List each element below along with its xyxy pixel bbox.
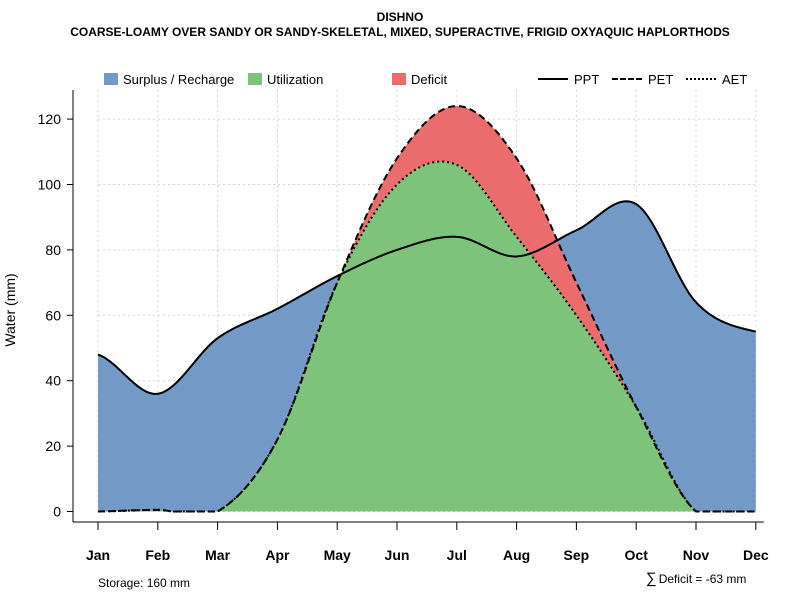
legend-item-surplus: Surplus / Recharge	[104, 71, 234, 87]
y-tick-label: 80	[45, 242, 61, 258]
legend-label-surplus: Surplus / Recharge	[123, 71, 235, 87]
legend-item-deficit: Deficit	[392, 71, 447, 87]
x-tick-label: Feb	[145, 547, 170, 563]
x-tick-label: May	[324, 547, 351, 563]
x-tick-label: Aug	[503, 547, 530, 563]
legend-label-aet: AET	[722, 71, 748, 87]
legend-line-aet	[686, 78, 716, 80]
legend-swatch-surplus	[104, 73, 118, 85]
x-tick-label: Dec	[743, 547, 769, 563]
x-tick-label: Mar	[205, 547, 230, 563]
deficit-total: Deficit = -63 mm	[658, 571, 747, 586]
y-tick-label: 60	[45, 307, 61, 323]
chart-title: DISHNO	[376, 10, 424, 24]
storage-note: Storage: 160 mm	[98, 576, 191, 590]
x-tick-label: Apr	[265, 547, 290, 563]
legend-line-pet	[612, 78, 642, 80]
legend-label-ppt: PPT	[574, 71, 600, 87]
legend-item-utilization: Utilization	[248, 71, 323, 87]
y-tick-label: 120	[38, 111, 62, 127]
legend-item-pet: PET	[612, 71, 673, 87]
legend-line-ppt	[538, 78, 568, 80]
y-tick-label: 40	[45, 373, 61, 389]
utilization-area	[98, 161, 756, 512]
legend-swatch-deficit	[392, 73, 406, 85]
y-tick-label: 0	[53, 504, 61, 520]
x-tick-label: Oct	[625, 547, 649, 563]
ppt-line	[97, 200, 757, 395]
chart-subtitle: COARSE-LOAMY OVER SANDY OR SANDY-SKELETA…	[70, 25, 730, 39]
y-tick-label: 20	[45, 438, 61, 454]
sum-symbol: ∑	[646, 570, 657, 587]
legend-label-utilization: Utilization	[267, 71, 324, 87]
legend-swatch-utilization	[248, 73, 262, 85]
legend-label-deficit: Deficit	[411, 71, 448, 87]
x-tick-label: Jan	[86, 547, 110, 563]
legend-label-pet: PET	[648, 71, 674, 87]
x-tick-label: Sep	[564, 547, 590, 563]
legend-item-ppt: PPT	[538, 71, 599, 87]
legend-item-aet: AET	[686, 71, 747, 87]
x-tick-label: Jul	[447, 547, 467, 563]
deficit-note: ∑ Deficit = -63 mm	[646, 570, 746, 587]
y-axis-label: Water (mm)	[2, 273, 18, 346]
x-tick-label: Nov	[683, 547, 710, 563]
y-tick-label: 100	[38, 177, 62, 193]
pet-line	[97, 105, 756, 513]
x-tick-label: Jun	[385, 547, 410, 563]
